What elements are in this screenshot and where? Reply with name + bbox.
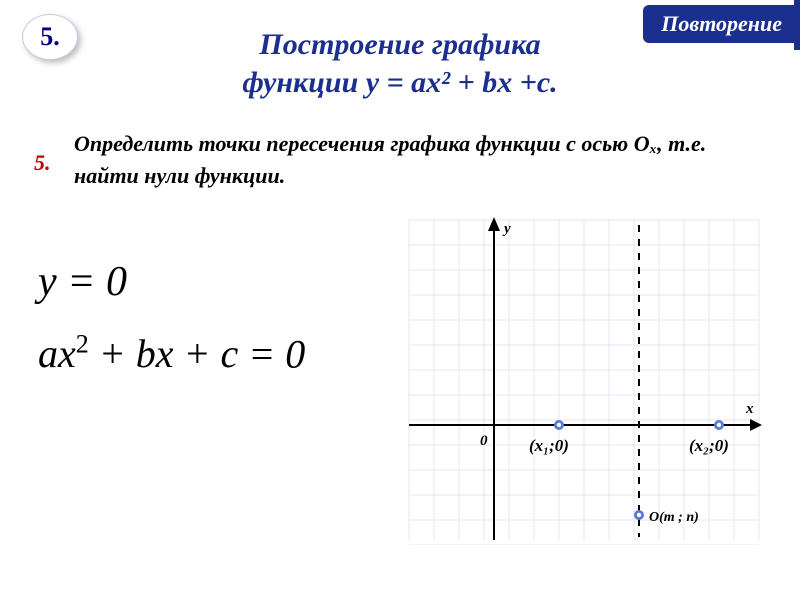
svg-text:0: 0 — [480, 433, 488, 449]
eq1-text: y = 0 — [38, 259, 127, 305]
equation-1: y = 0 — [38, 258, 127, 306]
step-text: Определить точки пересечения графика фун… — [74, 128, 760, 192]
page-title: Построение графика функции y = ax² + bx … — [0, 26, 800, 101]
svg-text:y: y — [502, 221, 511, 237]
step-number: 5. — [34, 150, 51, 176]
svg-text:x: x — [745, 401, 754, 417]
svg-text:O(m ; n): O(m ; n) — [649, 510, 699, 525]
title-line-1: Построение графика — [259, 28, 540, 61]
coordinate-chart: y x 0 (x₁;0) (x₂;0) O(m ; n) — [404, 215, 764, 545]
svg-text:(x₂;0): (x₂;0) — [689, 436, 729, 455]
svg-text:(x₁;0): (x₁;0) — [529, 436, 569, 455]
eq2-lhs: ax2 + bx + c — [38, 331, 238, 376]
chart-grid — [409, 220, 759, 545]
chart-labels: y x 0 (x₁;0) (x₂;0) O(m ; n) — [480, 221, 754, 525]
equation-2: ax2 + bx + c = 0 — [38, 330, 305, 377]
slide-number-badge: 5. — [22, 14, 78, 60]
title-line-2: функции y = ax² + bx +c. — [242, 66, 557, 99]
eq2-rhs: = 0 — [248, 331, 305, 376]
